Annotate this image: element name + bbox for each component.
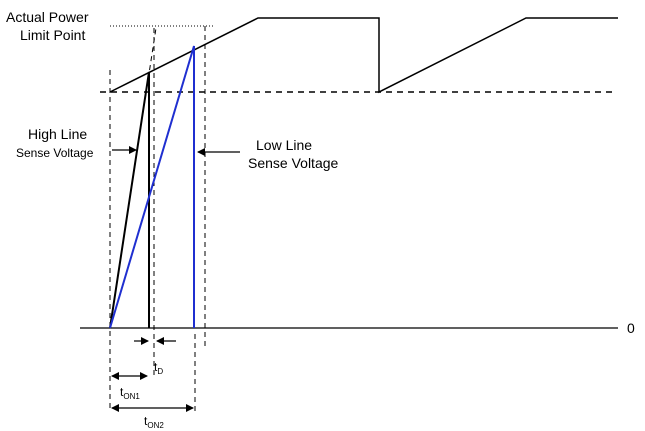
high-line-label: High Line (28, 126, 87, 142)
low-line-sense-voltage-trace (109, 45, 195, 329)
high-line-sense-voltage-trace (109, 71, 150, 329)
zero-label: 0 (627, 320, 635, 336)
low-line-label: Low Line (256, 137, 312, 153)
low-line-sense-label: Sense Voltage (248, 155, 339, 171)
ton2-label: tON2 (144, 414, 164, 430)
ton1-label: tON1 (120, 385, 140, 401)
high-line-sense-label: Sense Voltage (16, 146, 94, 160)
tD-label: tD (154, 360, 163, 376)
actual-power-label: Actual Power (6, 9, 89, 25)
limit-waveform (109, 17, 618, 94)
limit-point-label: Limit Point (20, 27, 85, 43)
